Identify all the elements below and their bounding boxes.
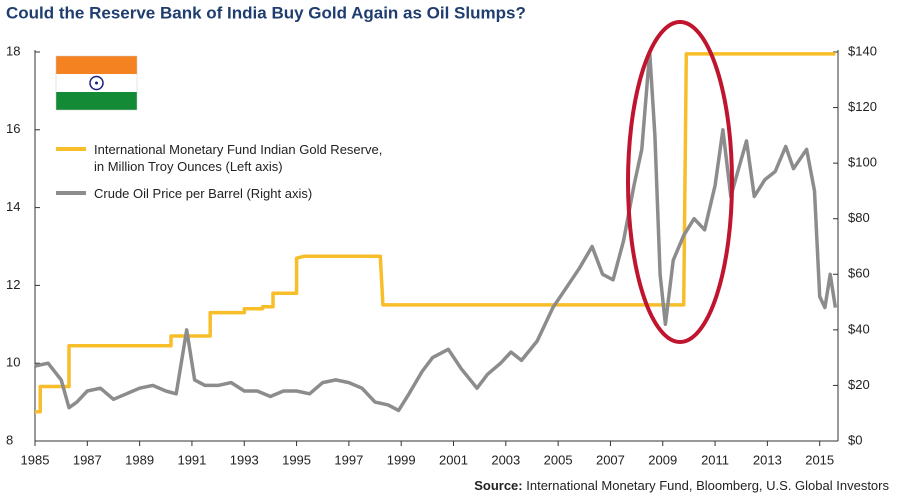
legend-label: International Monetary Fund Indian Gold … (94, 142, 383, 174)
series-line (34, 50, 838, 413)
chart-title: Could the Reserve Bank of India Buy Gold… (6, 3, 526, 22)
y2-tick-label: $20 (848, 377, 870, 392)
y2-tick-label: $60 (848, 266, 870, 281)
source: Source: International Monetary Fund, Blo… (474, 478, 889, 493)
x-tick-label: 2013 (753, 452, 782, 467)
y2-tick-label: $0 (848, 432, 862, 447)
x-tick-label: 1997 (334, 452, 363, 467)
legend-item: International Monetary Fund Indian Gold … (56, 141, 394, 175)
india-flag (55, 55, 138, 111)
x-tick-label: 2005 (544, 452, 573, 467)
y-tick-label: 14 (6, 199, 20, 214)
x-tick-label: 2001 (439, 452, 468, 467)
legend-item: Crude Oil Price per Barrel (Right axis) (56, 185, 394, 202)
y2-tick-label: $140 (848, 43, 877, 58)
x-tick-label: 2009 (648, 452, 677, 467)
y-tick-label: 16 (6, 121, 20, 136)
x-tick-label: 1993 (230, 452, 259, 467)
source-label: Source: (474, 478, 522, 493)
legend-swatch (56, 191, 86, 195)
legend-swatch (56, 147, 86, 151)
x-tick-label: 2015 (805, 452, 834, 467)
x-tick-label: 1985 (21, 452, 50, 467)
x-tick-label: 1999 (387, 452, 416, 467)
y2-tick-label: $120 (848, 99, 877, 114)
x-tick-label: 2011 (701, 452, 729, 467)
legend-label: Crude Oil Price per Barrel (Right axis) (94, 186, 313, 201)
x-tick-label: 2007 (596, 452, 625, 467)
source-text: International Monetary Fund, Bloomberg, … (526, 478, 889, 493)
y-tick-label: 12 (6, 277, 20, 292)
x-tick-label: 1991 (177, 452, 206, 467)
x-tick-label: 2003 (491, 452, 520, 467)
y2-tick-label: $40 (848, 321, 870, 336)
highlight-ellipse (626, 20, 734, 344)
x-tick-label: 1995 (282, 452, 311, 467)
x-tick-label: 1989 (125, 452, 154, 467)
y-tick-label: 10 (6, 355, 20, 370)
y2-tick-label: $80 (848, 210, 870, 225)
y2-tick-label: $100 (848, 155, 877, 170)
x-tick-label: 1987 (73, 452, 102, 467)
y-tick-label: 8 (6, 432, 13, 447)
series-line (35, 52, 836, 414)
y-tick-label: 18 (6, 43, 20, 58)
